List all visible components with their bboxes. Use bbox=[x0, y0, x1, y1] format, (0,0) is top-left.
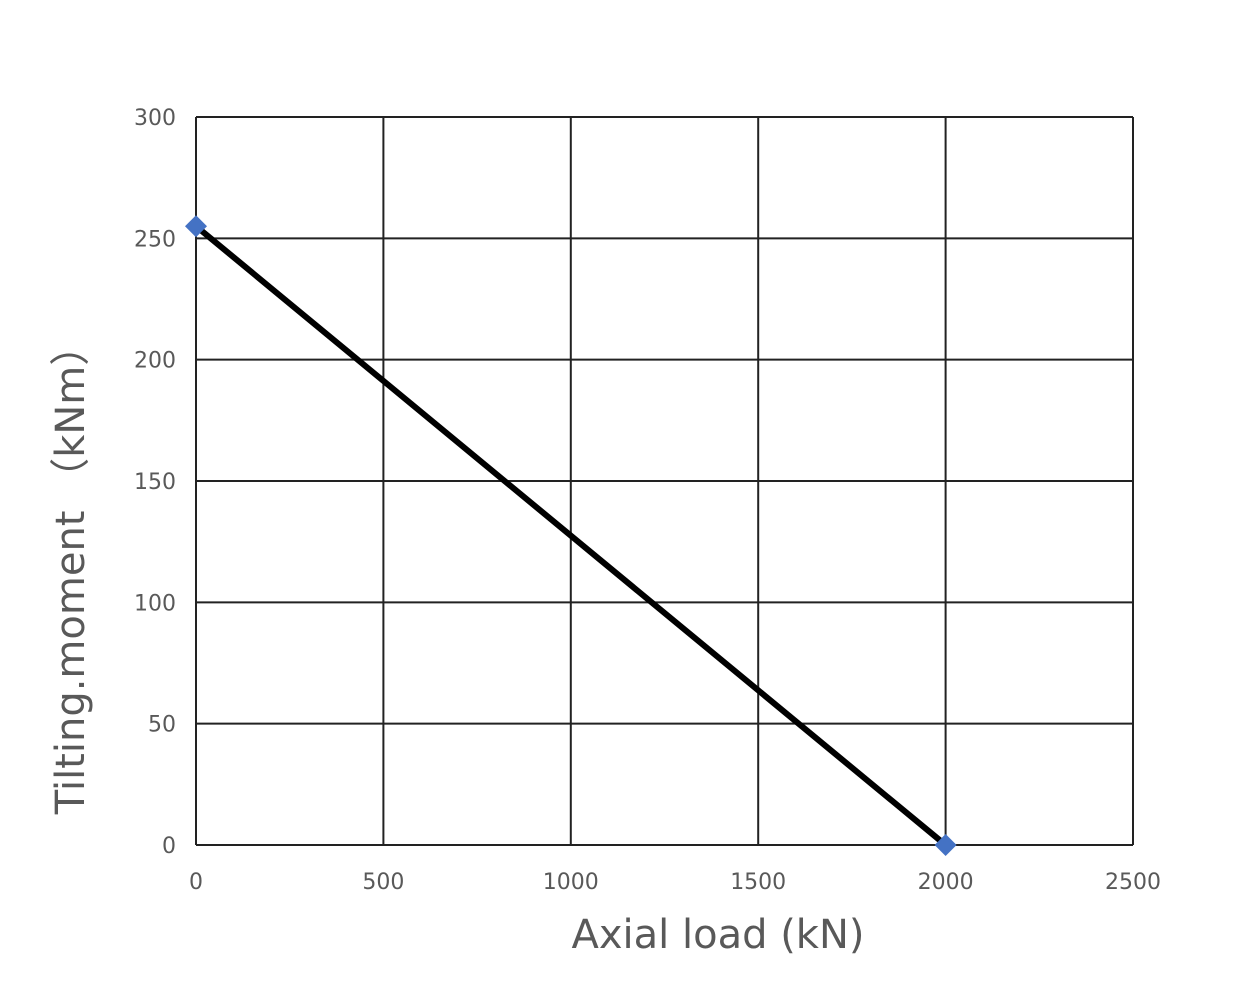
y-tick-label: 250 bbox=[134, 227, 176, 252]
x-tick-label: 500 bbox=[362, 870, 404, 895]
x-tick-label: 2000 bbox=[918, 870, 974, 895]
data-point-marker bbox=[185, 215, 207, 238]
y-tick-label: 50 bbox=[148, 713, 176, 738]
data-point-marker bbox=[934, 834, 957, 856]
y-tick-label: 150 bbox=[134, 470, 176, 495]
grid-lines bbox=[195, 116, 1134, 846]
x-tick-label: 2500 bbox=[1105, 870, 1161, 895]
y-axis-title: Tilting.moment （kNm） bbox=[48, 326, 94, 816]
data-series bbox=[185, 215, 957, 856]
y-tick-label: 0 bbox=[162, 834, 176, 859]
series-line bbox=[193, 223, 949, 848]
tick-labels: 0 500 1000 1500 2000 2500 0 50 100 150 200 250 300 bbox=[134, 106, 1161, 895]
x-tick-label: 1500 bbox=[730, 870, 786, 895]
y-tick-label: 100 bbox=[134, 591, 176, 616]
x-tick-label: 1000 bbox=[543, 870, 599, 895]
x-tick-label: 0 bbox=[189, 870, 203, 895]
x-axis-title: Axial load (kN) bbox=[572, 912, 865, 958]
y-tick-label: 300 bbox=[134, 106, 176, 131]
y-tick-label: 200 bbox=[134, 349, 176, 374]
